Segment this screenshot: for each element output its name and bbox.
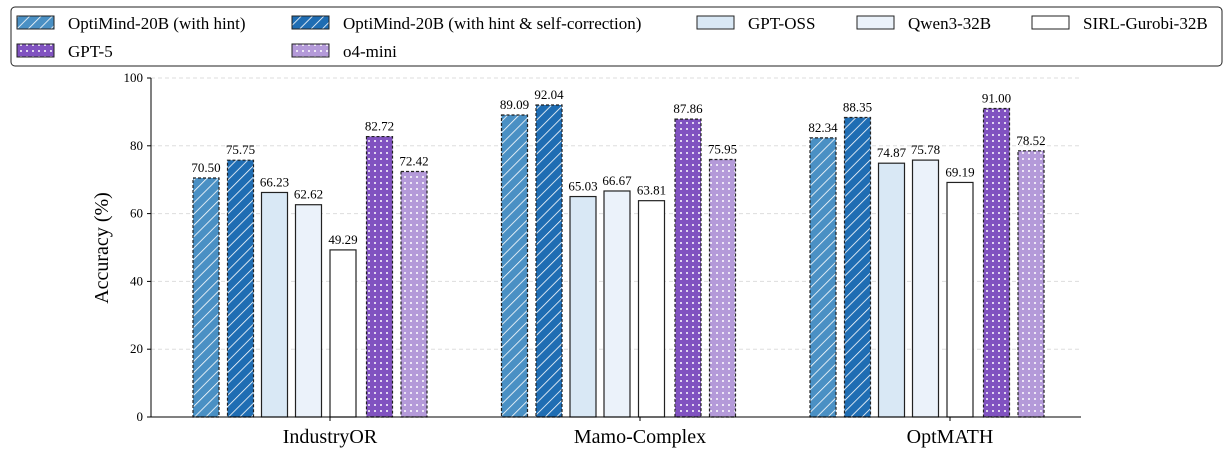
- data-label: 78.52: [1016, 133, 1045, 148]
- legend-label: OptiMind-20B (with hint): [68, 14, 246, 33]
- bar-pattern: [844, 117, 871, 417]
- legend-swatch-outline: [291, 15, 330, 30]
- y-tick-label: 100: [124, 70, 144, 85]
- legend-label: SIRL-Gurobi-32B: [1083, 14, 1208, 33]
- data-label: 82.72: [365, 119, 394, 134]
- bar-pattern: [193, 178, 219, 417]
- y-axis-label: Accuracy (%): [91, 192, 113, 304]
- data-label: 49.29: [328, 232, 357, 247]
- legend-label: GPT-OSS: [748, 14, 815, 33]
- legend: OptiMind-20B (with hint) OptiMind-20B (wi…: [10, 6, 1223, 67]
- legend-swatch: [1032, 16, 1069, 29]
- bar: [604, 190, 630, 417]
- data-label: 69.19: [945, 164, 974, 179]
- data-label: 87.86: [673, 101, 703, 116]
- bar-pattern: [709, 159, 736, 418]
- data-label: 88.35: [843, 99, 872, 114]
- legend-label: Qwen3-32B: [908, 14, 991, 33]
- y-tick-label: 40: [130, 273, 143, 288]
- legend-swatch-outline: [291, 43, 330, 58]
- legend-swatch-outline: [16, 43, 55, 58]
- bar-outline: [365, 135, 394, 418]
- legend-swatch-outline: [1031, 15, 1070, 30]
- data-label: 70.50: [191, 160, 220, 175]
- data-label: 65.03: [568, 179, 597, 194]
- legend-swatch-outline: [856, 15, 895, 30]
- data-label: 72.42: [399, 153, 428, 168]
- y-tick-label: 80: [130, 138, 143, 153]
- legend-label: o4-mini: [343, 42, 397, 61]
- bar: [570, 196, 596, 417]
- x-tick-label: OptMATH: [907, 426, 994, 448]
- bar-pattern: [227, 160, 254, 417]
- bar: [878, 163, 905, 417]
- y-tick-label: 0: [137, 409, 144, 424]
- bar-pattern: [983, 108, 1010, 417]
- legend-swatch: [857, 16, 894, 29]
- bar-pattern: [401, 171, 427, 417]
- bar-pattern: [536, 104, 562, 417]
- data-label: 91.00: [982, 91, 1011, 106]
- legend-swatch-pattern: [17, 44, 54, 57]
- legend-swatch-pattern: [292, 44, 329, 57]
- bar: [912, 160, 939, 417]
- bar-pattern: [366, 136, 393, 417]
- y-tick-label: 20: [130, 341, 143, 356]
- bar: [261, 192, 288, 417]
- bar: [947, 182, 973, 417]
- data-label: 92.04: [534, 87, 564, 102]
- bar-pattern: [675, 119, 701, 417]
- bar-outline: [843, 116, 872, 418]
- data-label: 74.87: [877, 145, 907, 160]
- bar: [638, 200, 665, 417]
- data-label: 75.78: [911, 142, 940, 157]
- x-tick-label: Mamo-Complex: [574, 426, 706, 448]
- legend-label: GPT-5: [68, 42, 113, 61]
- legend-swatch-pattern: [292, 16, 329, 29]
- y-tick-label: 60: [130, 206, 143, 221]
- data-label: 75.95: [708, 142, 737, 157]
- data-label: 66.23: [260, 174, 289, 189]
- bar-pattern: [1018, 150, 1044, 417]
- data-label: 82.34: [808, 120, 838, 135]
- data-label: 63.81: [637, 183, 666, 198]
- bar-pattern: [810, 137, 836, 417]
- legend-label: OptiMind-20B (with hint & self-correctio…: [343, 14, 641, 33]
- legend-swatch: [697, 16, 734, 29]
- bar-outline: [809, 137, 837, 418]
- legend-swatch-outline: [16, 15, 55, 30]
- data-label: 89.09: [500, 97, 529, 112]
- bar-outline: [400, 170, 428, 418]
- data-label: 66.67: [602, 173, 632, 188]
- bar: [330, 249, 356, 417]
- x-tick-label: IndustryOR: [283, 426, 378, 448]
- data-label: 62.62: [294, 187, 323, 202]
- bar: [295, 204, 322, 417]
- data-label: 75.75: [226, 142, 255, 157]
- bar-pattern: [501, 114, 528, 418]
- legend-swatch-outline: [696, 15, 735, 30]
- legend-swatch-pattern: [17, 16, 54, 29]
